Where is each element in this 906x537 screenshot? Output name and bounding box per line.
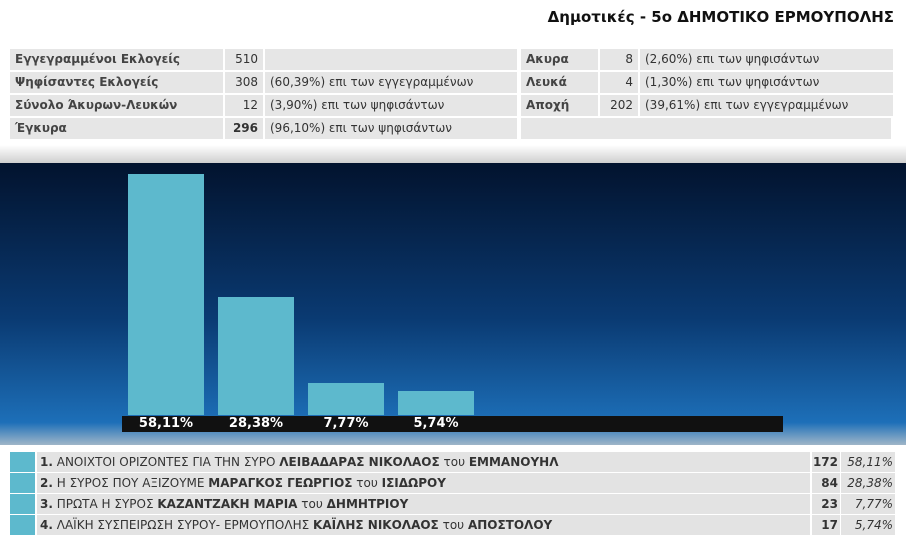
stat-note: (3,90%) επι των ψηφισάντων [265,95,517,116]
result-row: 4. ΛΑΪΚΗ ΣΥΣΠΕΙΡΩΣΗ ΣΥΡΟΥ- ΕΡΜΟΥΠΟΛΗΣ ΚΑ… [37,515,810,535]
result-father: ΑΠΟΣΤΟΛΟΥ [467,518,553,532]
stat-value: 296 [225,118,263,139]
stat-value: 12 [225,95,263,116]
result-votes: 23 [812,494,840,514]
stat-note: (60,39%) επι των εγγεγραμμένων [265,72,517,93]
result-votes: 84 [812,473,840,493]
stat-value: 8 [600,49,638,70]
result-candidate: ΜΑΡΑΓΚΟΣ ΓΕΩΡΓΙΟΣ [208,476,353,490]
result-of: του [356,476,378,490]
stat-value: 510 [225,49,263,70]
bar [128,174,204,415]
result-party: ΑΝΟΙΧΤΟΙ ΟΡΙΖΟΝΤΕΣ ΓΙΑ ΤΗΝ ΣΥΡΟ [56,455,276,469]
result-row: 1. ΑΝΟΙΧΤΟΙ ΟΡΙΖΟΝΤΕΣ ΓΙΑ ΤΗΝ ΣΥΡΟ ΛΕΙΒΑ… [37,452,810,472]
stat-label: Ψηφίσαντες Εκλογείς [10,72,223,93]
bar [398,391,474,415]
result-of: του [442,518,465,532]
result-row: 3. ΠΡΩΤΑ Η ΣΥΡΟΣ ΚΑΖΑΝΤΖΑΚΗ ΜΑΡΙΑ του ΔΗ… [37,494,810,514]
stat-label: Λευκά [521,72,598,93]
stat-label: Σύνολο Άκυρων-Λευκών [10,95,223,116]
stat-note: (39,61%) επι των εγγεγραμμένων [640,95,893,116]
bar-value-label: 7,77% [323,416,369,431]
result-rank: 2. [40,476,53,490]
bar [308,382,384,415]
label-strip [122,416,783,432]
stat-note: (2,60%) επι των ψηφισάντων [640,49,893,70]
result-father: ΕΜΜΑΝΟΥΗΛ [468,455,559,469]
result-rank: 3. [40,497,53,511]
bar-value-label: 28,38% [228,416,284,431]
result-votes: 17 [812,515,840,535]
result-percent: 28,38% [841,473,895,493]
stat-note: (1,30%) επι των ψηφισάντων [640,72,893,93]
result-candidate: ΚΑΪΛΗΣ ΝΙΚΟΛΑΟΣ [313,518,439,532]
result-votes: 172 [812,452,840,472]
result-father: ΙΣΙΔΩΡΟΥ [381,476,446,490]
result-party: ΛΑΪΚΗ ΣΥΣΠΕΙΡΩΣΗ ΣΥΡΟΥ- ΕΡΜΟΥΠΟΛΗΣ [56,518,310,532]
result-candidate: ΛΕΙΒΑΔΑΡΑΣ ΝΙΚΟΛΑΟΣ [279,455,440,469]
result-of: του [443,455,466,469]
result-percent: 5,74% [841,515,895,535]
title: Δημοτικές - 5ο ΔΗΜΟΤΙΚΟ ΕΡΜΟΥΠΟΛΗΣ [547,8,894,26]
stat-label: Έγκυρα [10,118,223,139]
color-swatch [10,452,35,472]
stat-label: Εγγεγραμμένοι Εκλογείς [10,49,223,70]
result-rank: 4. [40,518,53,532]
result-of: του [301,497,323,511]
stat-note [265,49,517,70]
stat-value: 202 [600,95,638,116]
stat-note: (96,10%) επι των ψηφισάντων [265,118,517,139]
empty-cell [521,118,891,139]
color-swatch [10,494,35,514]
stat-value: 308 [225,72,263,93]
result-row: 2. Η ΣΥΡΟΣ ΠΟΥ ΑΞΙΖΟΥΜΕ ΜΑΡΑΓΚΟΣ ΓΕΩΡΓΙΟ… [37,473,810,493]
color-swatch [10,473,35,493]
bar-value-label: 58,11% [138,416,194,431]
result-percent: 7,77% [841,494,895,514]
result-father: ΔΗΜΗΤΡΙΟΥ [326,497,409,511]
result-rank: 1. [40,455,53,469]
result-candidate: ΚΑΖΑΝΤΖΑΚΗ ΜΑΡΙΑ [157,497,298,511]
bar-value-label: 5,74% [413,416,459,431]
separator [0,145,906,163]
stat-label: Ακυρα [521,49,598,70]
color-swatch [10,515,35,535]
stat-label: Αποχή [521,95,598,116]
result-party: Η ΣΥΡΟΣ ΠΟΥ ΑΞΙΖΟΥΜΕ [56,476,205,490]
result-percent: 58,11% [841,452,895,472]
bar [218,297,294,415]
result-party: ΠΡΩΤΑ Η ΣΥΡΟΣ [56,497,154,511]
stat-value: 4 [600,72,638,93]
